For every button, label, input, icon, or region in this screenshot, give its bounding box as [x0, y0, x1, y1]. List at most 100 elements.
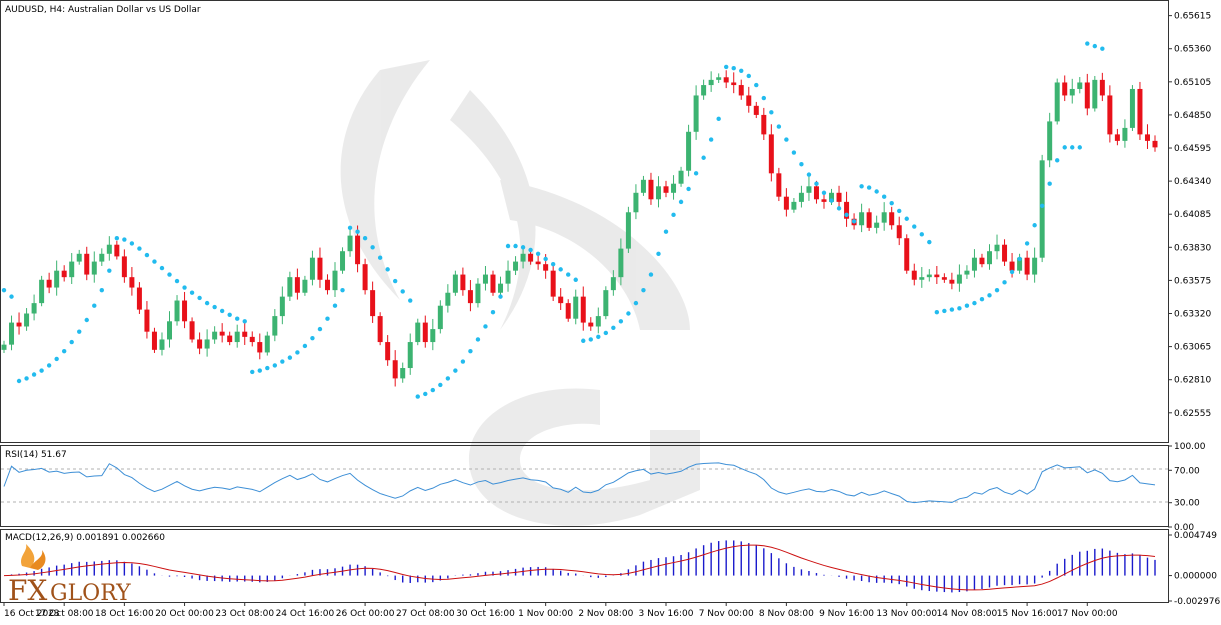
rsi-tick-label: 0.00 — [1174, 523, 1194, 533]
candle-body — [1009, 261, 1015, 271]
sar-dot — [859, 184, 864, 189]
sar-dot — [769, 110, 774, 115]
time-tick-label: 30 Oct 16:00 — [456, 609, 515, 619]
sar-dot — [362, 236, 368, 241]
time-tick-label: 24 Oct 16:00 — [276, 609, 335, 619]
candle-body — [31, 303, 37, 314]
candle-body — [204, 339, 210, 349]
candle-body — [257, 342, 263, 353]
sar-dot — [693, 171, 699, 176]
sar-dot — [167, 272, 172, 277]
sar-dot — [347, 225, 353, 231]
candle-body — [16, 322, 22, 327]
sar-dot — [498, 294, 503, 299]
sar-dot — [430, 387, 436, 393]
candle-body — [189, 321, 195, 340]
sar-dot — [806, 172, 812, 177]
sar-dot — [107, 268, 112, 273]
sar-dot — [174, 278, 180, 284]
candle-body — [813, 186, 819, 200]
candle-body — [1122, 127, 1128, 141]
sar-dot — [663, 229, 669, 234]
sar-dot — [1, 287, 7, 293]
candle-body — [144, 309, 150, 332]
sar-dot — [904, 216, 909, 221]
candle-body — [1099, 79, 1105, 96]
sar-dot — [287, 355, 293, 360]
sar-dot — [54, 356, 59, 362]
sar-dot — [114, 236, 120, 241]
sar-dot — [1039, 203, 1045, 208]
sar-dot — [912, 224, 917, 229]
sar-dot — [490, 310, 496, 315]
sar-dot — [611, 325, 616, 330]
sar-dot — [152, 259, 157, 264]
sar-dot — [708, 137, 714, 142]
sar-dot — [159, 265, 165, 271]
candle-body — [1024, 257, 1030, 275]
candle-body — [528, 253, 534, 262]
candle-body — [889, 212, 895, 226]
time-tick-label: 18 Oct 16:00 — [95, 609, 154, 619]
price-tick-label: 0.63830 — [1174, 243, 1211, 253]
sar-dot — [761, 95, 767, 101]
sar-dot — [814, 181, 819, 186]
candle-body — [151, 331, 157, 350]
candle-body — [452, 274, 458, 293]
sar-dot — [31, 372, 37, 377]
sar-dot — [475, 337, 481, 342]
candle-body — [971, 257, 977, 271]
candle-body — [956, 274, 962, 284]
candle-body — [437, 305, 443, 330]
candle-body — [1069, 88, 1075, 96]
sar-dot — [723, 64, 729, 70]
logo-fx-text: FX — [8, 574, 47, 607]
candle-body — [821, 199, 827, 202]
candle-body — [362, 264, 368, 291]
sar-dot — [332, 303, 338, 308]
candle-body — [136, 287, 142, 310]
price-tick-label: 0.65105 — [1174, 78, 1211, 88]
sar-dot — [235, 316, 240, 321]
sar-dot — [836, 206, 842, 211]
sar-dot — [265, 365, 270, 371]
candle-body — [753, 105, 759, 115]
time-tick-label: 3 Nov 16:00 — [639, 609, 694, 619]
candle-body — [9, 322, 15, 345]
candle-body — [1017, 257, 1023, 271]
candle-body — [106, 244, 112, 254]
sar-dot — [423, 391, 428, 397]
candle-body — [129, 277, 135, 288]
price-tick-label: 0.64340 — [1174, 177, 1211, 187]
sar-dot — [310, 335, 315, 341]
sar-dot — [122, 237, 127, 242]
candle-body — [1077, 82, 1083, 89]
sar-dot — [821, 190, 827, 195]
candle-body — [121, 256, 127, 278]
candle-body — [61, 270, 67, 278]
sar-dot — [84, 317, 89, 323]
sar-dot — [219, 308, 225, 314]
sar-dot — [889, 200, 894, 206]
sar-dot — [250, 369, 255, 375]
candle-body — [467, 290, 473, 304]
candle-body — [723, 77, 729, 83]
sar-dot — [92, 303, 97, 308]
sar-dot — [678, 199, 684, 205]
sar-dot — [340, 287, 345, 293]
sar-dot — [189, 290, 195, 295]
rsi-label: RSI(14) 51.67 — [5, 450, 67, 460]
sar-dot — [543, 256, 548, 262]
price-tick-label: 0.64850 — [1174, 111, 1211, 121]
price-tick-label: 0.62810 — [1174, 376, 1211, 386]
sar-dot — [754, 82, 759, 88]
sar-dot — [881, 194, 887, 199]
candle-body — [746, 95, 752, 106]
candle-body — [332, 270, 338, 291]
candle-body — [167, 321, 173, 340]
candle-body — [1092, 79, 1098, 109]
sar-dot — [24, 376, 29, 381]
candle-body — [227, 335, 233, 343]
sar-dot — [626, 311, 631, 316]
price-tick-label: 0.65360 — [1174, 45, 1211, 55]
